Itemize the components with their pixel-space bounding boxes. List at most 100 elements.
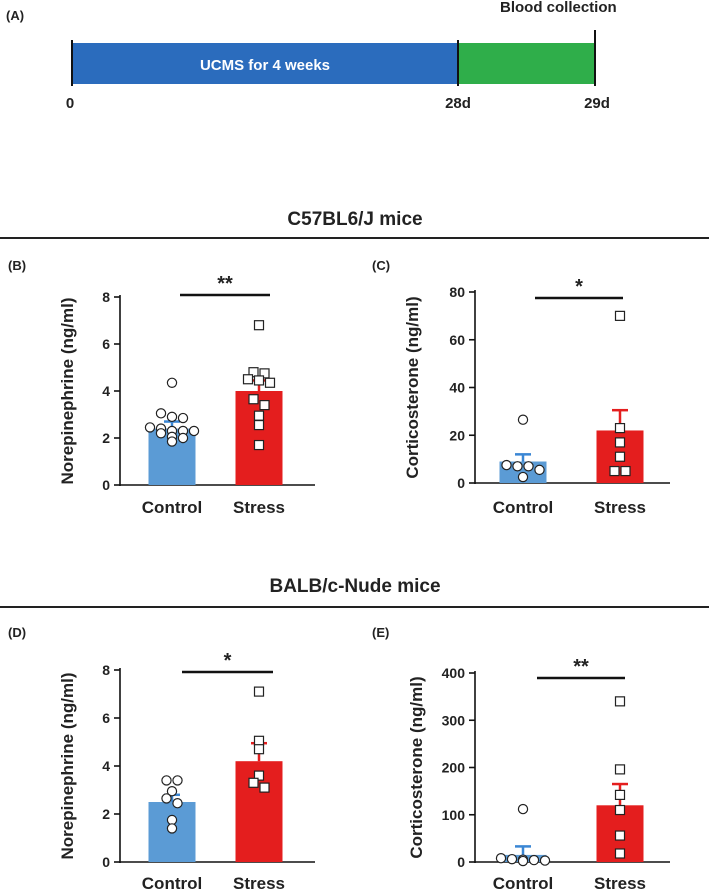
data-point-stress	[253, 375, 265, 386]
data-point-stress	[242, 374, 254, 385]
data-point-stress	[609, 465, 620, 477]
y-tick-label: 100	[442, 807, 466, 823]
data-point-stress	[253, 744, 265, 755]
data-point-control	[166, 786, 178, 797]
data-point-control	[166, 436, 178, 447]
post-phase-bar	[458, 43, 595, 84]
data-point-control	[177, 432, 189, 444]
y-tick-label: 200	[442, 760, 466, 776]
y-tick-label: 8	[102, 289, 110, 305]
data-point-stress	[253, 410, 265, 421]
y-axis-label: Norepinephrine (ng/ml)	[58, 673, 77, 860]
x-category-label: Control	[493, 874, 553, 892]
data-point-stress	[259, 368, 270, 379]
y-tick-label: 400	[442, 665, 466, 681]
y-tick-label: 8	[102, 662, 110, 678]
data-point-stress	[614, 764, 626, 775]
chart-panel-4: (E) 0 100 200 300 400 Corticosterone (ng/ml) Co…	[372, 625, 670, 892]
panel-label: (B)	[8, 258, 26, 273]
data-point-stress	[614, 804, 626, 816]
panel-label-a: (A)	[6, 8, 24, 23]
y-tick-label: 300	[442, 712, 466, 728]
data-point-control	[144, 422, 156, 433]
data-point-control	[517, 803, 529, 815]
data-point-control	[517, 414, 529, 425]
panel-label: (D)	[8, 625, 26, 640]
y-axis-label: Norepinephrine (ng/ml)	[58, 298, 77, 485]
data-point-control	[172, 775, 183, 786]
section-title-c57: C57BL6/J mice	[287, 209, 422, 230]
data-point-control	[172, 798, 183, 809]
significance-marker: **	[217, 273, 233, 295]
data-point-control	[166, 377, 178, 388]
data-point-stress	[259, 782, 270, 793]
charts: (B) 0 2 4 6 8 Norepinephrine (ng/ml) Control Str…	[8, 258, 670, 892]
y-tick-label: 2	[102, 806, 110, 822]
x-category-label: Control	[142, 498, 202, 517]
data-point-stress	[253, 320, 265, 331]
data-point-stress	[253, 439, 265, 451]
data-point-stress	[248, 777, 259, 788]
data-point-control	[155, 408, 167, 419]
y-tick-label: 20	[449, 427, 465, 443]
y-axis-label: Corticosterone (ng/ml)	[407, 676, 426, 858]
x-category-label: Stress	[594, 498, 646, 517]
data-point-control	[501, 459, 512, 471]
chart-panel-3: (D) 0 2 4 6 8 Norepinephrine (ng/ml) Control Str…	[8, 625, 315, 892]
data-point-control	[188, 425, 200, 437]
x-category-label: Control	[142, 874, 202, 892]
data-point-control	[534, 464, 545, 476]
x-category-label: Stress	[233, 498, 285, 517]
ucms-phase-label: UCMS for 4 weeks	[200, 57, 330, 74]
chart-panel-2: (C) 0 20 40 60 80 Corticosterone (ng/ml) Contro…	[372, 258, 670, 517]
data-point-stress	[614, 848, 626, 859]
data-point-stress	[614, 437, 626, 448]
x-category-label: Stress	[233, 874, 285, 892]
y-tick-label: 60	[449, 332, 465, 348]
panel-label: (C)	[372, 258, 390, 273]
data-point-stress	[248, 394, 259, 405]
panel-label: (E)	[372, 625, 389, 640]
data-point-stress	[614, 422, 626, 434]
data-point-stress	[614, 830, 626, 841]
chart-panel-1: (B) 0 2 4 6 8 Norepinephrine (ng/ml) Control Str…	[8, 258, 315, 517]
y-tick-label: 80	[449, 284, 465, 300]
data-point-control	[517, 471, 529, 483]
y-tick-label: 4	[102, 383, 110, 399]
data-point-stress	[248, 367, 259, 378]
y-tick-label: 0	[457, 854, 465, 870]
tick-label-0: 0	[66, 95, 74, 112]
y-axis-label: Corticosterone (ng/ml)	[403, 296, 422, 478]
data-point-control	[166, 823, 178, 834]
data-point-control	[166, 411, 178, 423]
x-category-label: Control	[493, 498, 553, 517]
data-point-stress	[614, 696, 626, 707]
section-title-balb: BALB/c-Nude mice	[269, 576, 440, 597]
data-point-stress	[614, 310, 626, 321]
tick-label-28d: 28d	[445, 95, 471, 112]
data-point-control	[155, 428, 167, 439]
data-point-control	[528, 854, 540, 866]
data-point-stress	[264, 377, 276, 388]
y-tick-label: 6	[102, 336, 110, 352]
significance-marker: *	[224, 650, 232, 672]
data-point-control	[161, 775, 172, 786]
tick-label-29d: 29d	[584, 95, 610, 112]
significance-marker: **	[573, 656, 589, 678]
data-point-control	[512, 461, 523, 472]
data-point-stress	[253, 686, 265, 697]
data-point-stress	[253, 770, 265, 781]
y-tick-label: 40	[449, 380, 465, 396]
blood-collection-label: Blood collection	[500, 0, 617, 16]
significance-marker: *	[575, 276, 583, 298]
data-point-stress	[614, 451, 626, 462]
y-tick-label: 4	[102, 758, 110, 774]
y-tick-label: 0	[457, 475, 465, 491]
data-point-control	[177, 412, 189, 424]
data-point-control	[161, 793, 172, 804]
data-point-control	[506, 853, 518, 865]
y-tick-label: 2	[102, 430, 110, 446]
data-point-control	[523, 461, 534, 472]
data-point-stress	[253, 419, 265, 431]
